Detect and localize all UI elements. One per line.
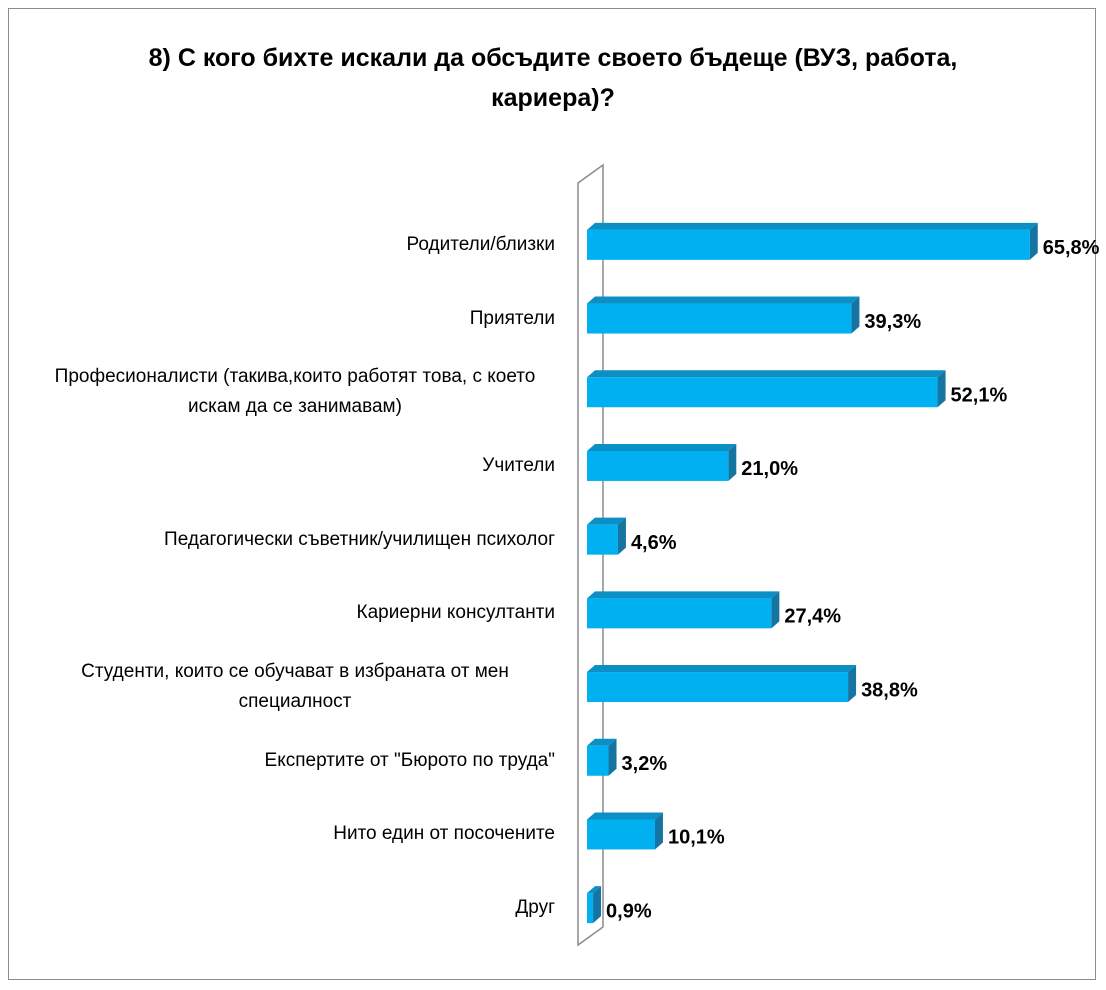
- bar-side: [593, 886, 602, 924]
- bar-side: [771, 591, 780, 629]
- category-text: Кариерни консултанти: [356, 602, 555, 624]
- bar: [587, 222, 1038, 260]
- bar-top: [587, 517, 626, 525]
- bar-top: [587, 591, 780, 599]
- category-text: Родители/близки: [406, 233, 555, 255]
- bar-front: [587, 745, 609, 776]
- bar-front: [587, 450, 729, 481]
- category-text: Нито един от посочените: [333, 823, 555, 845]
- category-label: Друг: [15, 893, 555, 923]
- category-label: Студенти, които се обучават в избраната …: [15, 657, 555, 717]
- bar-side: [1029, 222, 1038, 260]
- bar-front: [587, 303, 852, 334]
- bar: [587, 296, 860, 334]
- value-label: 39,3%: [864, 311, 921, 333]
- bar-side: [728, 443, 737, 481]
- bar-front: [587, 672, 849, 703]
- bar-top: [587, 443, 737, 451]
- category-label: Кариерни консултанти: [15, 598, 555, 628]
- bar-side: [848, 665, 857, 703]
- value-label: 4,6%: [631, 532, 677, 554]
- bar-side: [608, 738, 617, 776]
- bar: [587, 886, 602, 924]
- category-label: Педагогически съветник/училищен психолог: [15, 525, 555, 555]
- bar-front: [587, 377, 938, 408]
- category-label: Нито един от посочените: [15, 819, 555, 849]
- value-label: 65,8%: [1043, 237, 1100, 259]
- category-label: Експертите от "Бюрото по труда": [15, 746, 555, 776]
- chart-frame: [8, 8, 1096, 980]
- value-label: 10,1%: [668, 827, 725, 849]
- value-label: 27,4%: [784, 606, 841, 628]
- bar-front: [587, 598, 772, 629]
- bar-top: [587, 296, 860, 304]
- bar-side: [937, 370, 946, 408]
- bar-front: [587, 524, 618, 555]
- value-label: 21,0%: [741, 458, 798, 480]
- bar-top: [587, 222, 1038, 230]
- bar-front: [587, 819, 655, 850]
- category-text: Професионалисти (такива,които работят то…: [54, 366, 536, 418]
- category-label: Родители/близки: [15, 230, 555, 260]
- bar: [587, 738, 617, 776]
- bar-top: [587, 665, 857, 673]
- category-label: Професионалисти (такива,които работят то…: [15, 362, 555, 422]
- bar: [587, 665, 857, 703]
- value-label: 52,1%: [951, 385, 1008, 407]
- value-label: 38,8%: [861, 679, 918, 701]
- category-text: Учители: [482, 454, 555, 476]
- bar-top: [587, 886, 602, 894]
- bar: [587, 370, 946, 408]
- bar-side: [654, 812, 663, 850]
- category-text: Студенти, които се обучават в избраната …: [81, 661, 509, 713]
- chart-title: 8) С кого бихте искали да обсъдите своет…: [148, 44, 958, 112]
- category-text: Приятели: [469, 307, 555, 329]
- bar-top: [587, 812, 663, 820]
- bar-side: [851, 296, 860, 334]
- bar-front: [587, 229, 1030, 260]
- value-label: 0,9%: [606, 900, 652, 922]
- bar-side: [617, 517, 626, 555]
- bar: [587, 812, 663, 850]
- bar: [587, 443, 737, 481]
- category-text: Педагогически съветник/училищен психолог: [164, 528, 555, 550]
- bar: [587, 591, 780, 629]
- category-text: Експертите от "Бюрото по труда": [264, 749, 555, 771]
- bar: [587, 517, 626, 555]
- category-label: Приятели: [15, 304, 555, 334]
- bar-front: [587, 893, 594, 924]
- bar-top: [587, 738, 617, 746]
- value-label: 3,2%: [622, 753, 668, 775]
- category-text: Друг: [515, 897, 555, 919]
- bar-top: [587, 370, 946, 378]
- category-label: Учители: [15, 451, 555, 481]
